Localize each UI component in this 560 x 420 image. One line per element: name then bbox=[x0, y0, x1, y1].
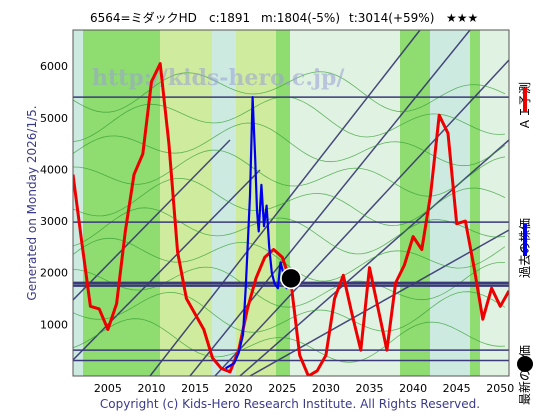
x-axis-ticks: 2005 2010 2015 2020 2025 2030 2035 2040 2045 2050 bbox=[94, 382, 514, 395]
y-tick-label: 1000 bbox=[40, 318, 68, 331]
trend-line bbox=[249, 229, 509, 376]
x-tick-label: 2035 bbox=[355, 382, 383, 395]
latest-price-marker bbox=[280, 267, 302, 290]
x-tick-label: 2010 bbox=[137, 382, 165, 395]
cycle-line bbox=[73, 291, 506, 333]
current-price: c:1891 bbox=[209, 11, 250, 25]
y-tick-label: 6000 bbox=[40, 60, 68, 73]
cycle-line bbox=[73, 237, 506, 282]
legend-history: 過去の株価 bbox=[517, 218, 532, 278]
x-tick-label: 2030 bbox=[312, 382, 340, 395]
watermark-text: http://kids-hero.c.jp/ bbox=[92, 65, 345, 91]
y-tick-label: 5000 bbox=[40, 112, 68, 125]
chart-header: 6564=ミダックHD c:1891 m:1804(-5%) t:3014(+5… bbox=[90, 10, 478, 25]
stock-code-name: 6564=ミダックHD bbox=[90, 10, 197, 25]
cycle-line bbox=[73, 318, 506, 363]
plot-area: http://kids-hero.c.jp/ bbox=[73, 30, 509, 376]
y-axis-ticks: 1000 2000 3000 4000 5000 6000 bbox=[40, 60, 68, 331]
cycle-line bbox=[73, 149, 506, 197]
y-tick-label: 4000 bbox=[40, 163, 68, 176]
background-band bbox=[290, 30, 350, 376]
cycle-line bbox=[73, 177, 506, 227]
horizontal-lines bbox=[73, 96, 509, 362]
plot-frame bbox=[72, 29, 510, 377]
x-tick-label: 2040 bbox=[399, 382, 427, 395]
background-band bbox=[430, 30, 470, 376]
legend: ＡＩ予測 過去の株価 最新の株価 bbox=[517, 82, 533, 405]
background-band bbox=[212, 30, 236, 376]
generated-date-label: Generated on Monday 2026/1/5. bbox=[25, 105, 39, 300]
cycle-line bbox=[73, 207, 506, 255]
cycle-line bbox=[73, 71, 506, 113]
legend-latest: 最新の株価 bbox=[517, 345, 533, 405]
x-tick-label: 2025 bbox=[268, 382, 296, 395]
x-tick-label: 2020 bbox=[225, 382, 253, 395]
x-tick-label: 2045 bbox=[443, 382, 471, 395]
trend-line bbox=[214, 59, 509, 376]
legend-latest-label: 最新の株価 bbox=[517, 345, 532, 405]
legend-latest-swatch bbox=[517, 356, 533, 372]
cycle-line bbox=[73, 262, 505, 308]
target-price: t:3014(+59%) bbox=[349, 11, 434, 25]
series-history-line bbox=[225, 96, 292, 370]
x-tick-label: 2015 bbox=[181, 382, 209, 395]
y-tick-label: 2000 bbox=[40, 267, 68, 280]
trend-line bbox=[73, 139, 231, 301]
legend-ai-forecast: ＡＩ予測 bbox=[518, 82, 532, 130]
moving-average: m:1804(-5%) bbox=[261, 11, 340, 25]
y-tick-label: 3000 bbox=[40, 215, 68, 228]
trend-line bbox=[189, 30, 471, 376]
x-tick-label: 2005 bbox=[94, 382, 122, 395]
x-tick-label: 2050 bbox=[486, 382, 514, 395]
rating-stars: ★★★ bbox=[446, 11, 478, 25]
background-band bbox=[480, 30, 509, 376]
copyright-footer: Copyright (c) Kids-Hero Research Institu… bbox=[100, 397, 480, 411]
